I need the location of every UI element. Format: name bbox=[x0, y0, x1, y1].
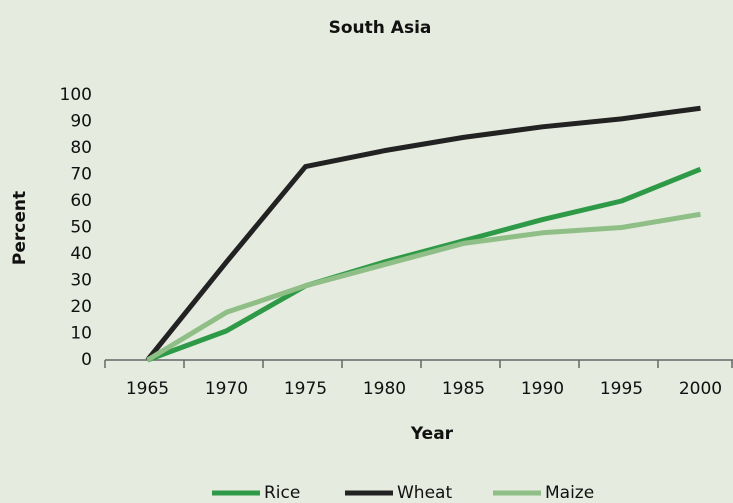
x-tick-label: 1965 bbox=[126, 379, 169, 399]
x-tick-label: 1990 bbox=[521, 379, 564, 399]
y-tick-label: 0 bbox=[81, 350, 92, 370]
chart-title: South Asia bbox=[329, 18, 432, 38]
y-tick-label: 30 bbox=[70, 271, 92, 291]
y-tick-label: 40 bbox=[70, 244, 92, 264]
y-tick-label: 10 bbox=[70, 324, 92, 344]
legend-label: Maize bbox=[545, 483, 594, 503]
data-line bbox=[146, 166, 702, 363]
data-line bbox=[146, 211, 701, 363]
x-tick-label: 2000 bbox=[679, 379, 722, 399]
y-tick-label: 80 bbox=[70, 138, 92, 158]
x-axis-title: Year bbox=[410, 424, 454, 444]
legend-label: Wheat bbox=[397, 483, 452, 503]
y-tick-label: 50 bbox=[70, 218, 92, 238]
x-tick-label: 1980 bbox=[363, 379, 406, 399]
y-tick-label: 90 bbox=[70, 112, 92, 132]
legend-label: Rice bbox=[264, 483, 300, 503]
y-tick-label: 20 bbox=[70, 297, 92, 317]
x-tick-label: 1995 bbox=[600, 379, 643, 399]
x-tick-label: 1985 bbox=[442, 379, 485, 399]
y-tick-label: 60 bbox=[70, 191, 92, 211]
y-tick-label: 100 bbox=[60, 85, 92, 105]
x-tick-label: 1975 bbox=[284, 379, 327, 399]
y-tick-label: 70 bbox=[70, 165, 92, 185]
x-tick-label: 1970 bbox=[205, 379, 248, 399]
data-line bbox=[145, 105, 701, 362]
y-axis-title: Percent bbox=[10, 191, 30, 265]
